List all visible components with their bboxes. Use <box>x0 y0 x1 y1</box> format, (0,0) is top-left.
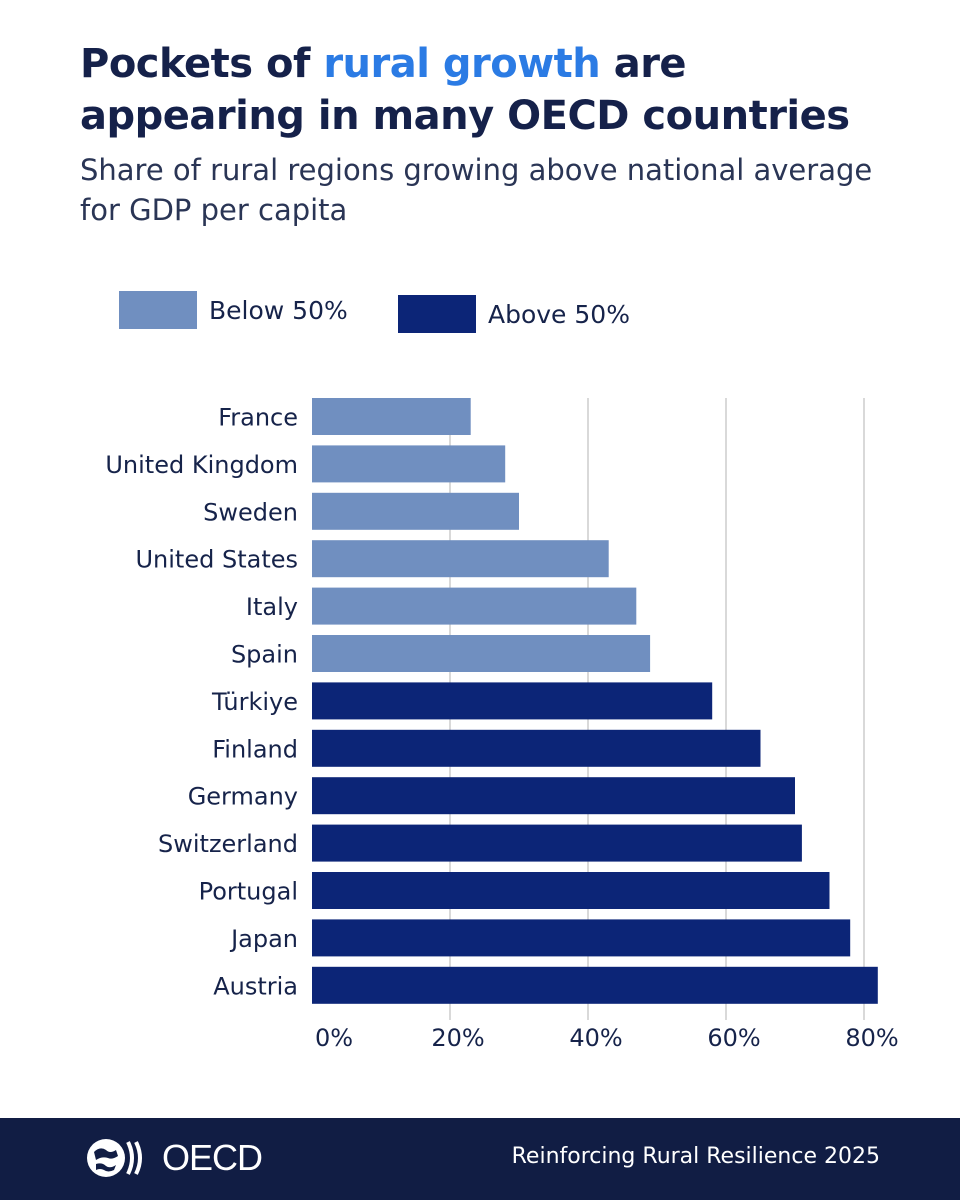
bar-united-kingdom <box>312 445 506 483</box>
bar-germany <box>312 777 795 815</box>
footer: OECD Reinforcing Rural Resilience 2025 <box>0 1118 960 1200</box>
x-tick-label: 60% <box>707 1024 760 1052</box>
category-label: Türkiye <box>211 688 298 716</box>
footer-source: Reinforcing Rural Resilience 2025 <box>511 1144 880 1169</box>
bar-spain <box>312 635 651 672</box>
title-suffix: are appearing in many OECD countries <box>80 41 850 139</box>
legend-swatch-below <box>119 291 197 329</box>
category-label: Germany <box>188 783 298 811</box>
x-tick-label: 40% <box>569 1024 622 1052</box>
bar-türkiye <box>312 682 713 720</box>
legend-item-below: Below 50% <box>119 291 348 329</box>
category-label: Spain <box>231 641 298 669</box>
category-label: United States <box>135 546 298 574</box>
oecd-logo: OECD <box>84 1136 263 1180</box>
chart-title: Pockets of rural growth are appearing in… <box>80 38 920 142</box>
category-label: Finland <box>212 735 298 763</box>
legend-swatch-above <box>398 295 476 333</box>
bar-united-states <box>312 540 609 578</box>
legend-item-above: Above 50% <box>398 295 630 333</box>
x-tick-label: 80% <box>845 1024 898 1052</box>
category-label: Austria <box>213 972 298 1000</box>
category-label: Italy <box>246 593 298 621</box>
category-label: Portugal <box>199 878 298 906</box>
category-label: Japan <box>229 925 298 953</box>
bar-italy <box>312 587 637 625</box>
bar-japan <box>312 919 851 957</box>
oecd-logo-text: OECD <box>162 1137 263 1178</box>
legend-label-below: Below 50% <box>209 295 348 325</box>
oecd-globe-icon <box>87 1139 142 1177</box>
x-tick-label: 20% <box>431 1024 484 1052</box>
legend-label-above: Above 50% <box>488 299 630 329</box>
bar-switzerland <box>312 824 802 862</box>
title-prefix: Pockets of <box>80 41 324 87</box>
category-label: Sweden <box>203 498 298 526</box>
bar-portugal <box>312 872 830 909</box>
category-label: United Kingdom <box>105 451 298 479</box>
category-label: France <box>218 404 298 432</box>
bar-austria <box>312 966 878 1004</box>
bar-finland <box>312 729 761 767</box>
bar-france <box>312 398 471 435</box>
chart-subtitle: Share of rural regions growing above nat… <box>80 153 873 227</box>
bar-chart: France United Kingdom Sweden United States I… <box>105 398 899 1052</box>
title-highlight: rural growth <box>323 41 601 87</box>
x-tick-label: 0% <box>315 1024 353 1052</box>
bar-sweden <box>312 492 519 530</box>
category-label: Switzerland <box>158 830 298 858</box>
